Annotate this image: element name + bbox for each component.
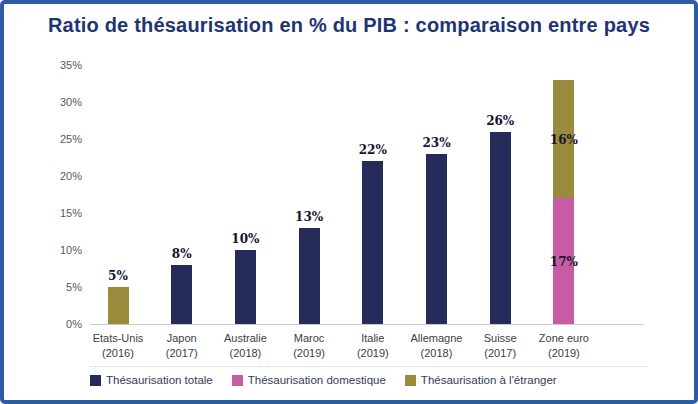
bar [108, 287, 129, 324]
legend-swatch [232, 375, 243, 386]
legend-swatch [405, 375, 416, 386]
bar-segment [235, 250, 256, 324]
chart-title: Ratio de thésaurisation en % du PIB : co… [4, 14, 694, 37]
bar-segment [299, 228, 320, 324]
y-tick-label: 0% [34, 316, 82, 332]
y-tick-label: 30% [34, 94, 82, 110]
bar-value-label: 23% [407, 136, 467, 150]
legend-label: Thésaurisation à l'étranger [421, 374, 557, 386]
bar-segment [171, 265, 192, 324]
bar [362, 161, 383, 324]
bar [426, 154, 447, 324]
legend-swatch [90, 375, 101, 386]
y-tick-label: 25% [34, 131, 82, 147]
category-year: (2019) [526, 346, 602, 361]
bar [235, 250, 256, 324]
legend-item: Thésaurisation domestique [232, 374, 386, 386]
y-tick-label: 35% [34, 57, 82, 73]
x-category-label: Zone euro(2019) [526, 331, 602, 361]
y-tick-label: 15% [34, 205, 82, 221]
bar-segment [108, 287, 129, 324]
bar-value-label: 5% [88, 269, 148, 283]
bar [299, 228, 320, 324]
chart-legend: Thésaurisation totale Thésaurisation dome… [90, 366, 648, 386]
segment-value-label: 16% [544, 133, 584, 147]
bar-segment [362, 161, 383, 324]
legend-label: Thésaurisation domestique [248, 374, 386, 386]
segment-value-label: 17% [544, 255, 584, 269]
y-tick-label: 10% [34, 242, 82, 258]
bar [490, 132, 511, 324]
y-tick-label: 20% [34, 168, 82, 184]
bar-value-label: 13% [279, 210, 339, 224]
chart-card: Ratio de thésaurisation en % du PIB : co… [0, 0, 698, 404]
bar-value-label: 10% [215, 232, 275, 246]
bar-value-label: 26% [470, 114, 530, 128]
category-name: Zone euro [526, 331, 602, 346]
legend-item: Thésaurisation totale [90, 374, 213, 386]
plot-area: 5%8%10%13%22%23%26%17%16% [90, 65, 644, 325]
bar: 17%16% [553, 80, 574, 324]
bar-segment [490, 132, 511, 324]
bar-segment [426, 154, 447, 324]
bar [171, 265, 192, 324]
legend-item: Thésaurisation à l'étranger [405, 374, 557, 386]
bar-value-label: 22% [343, 143, 403, 157]
y-tick-label: 5% [34, 279, 82, 295]
legend-label: Thésaurisation totale [106, 374, 213, 386]
bar-value-label: 8% [152, 247, 212, 261]
